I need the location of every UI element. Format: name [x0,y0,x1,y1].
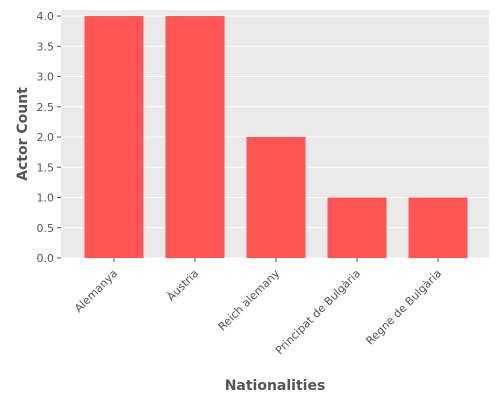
y-tick-label: 3.0 [37,71,55,84]
y-tick-label: 4.0 [37,10,55,23]
x-tick-label: Reich alemany [216,267,283,334]
bars [84,16,468,258]
bar [84,16,144,258]
x-tick-label: Alemanya [72,267,120,315]
x-tick-label: Regne de Bulgària [364,267,445,348]
y-tick-label: 2.0 [37,131,55,144]
x-tick-label: Principat de Bulgària [273,267,363,357]
x-axis-title: Nationalities [225,378,326,394]
bar [327,197,387,258]
x-tick-label: Àustria [164,267,201,304]
y-tick-label: 0.0 [37,252,55,265]
y-tick-label: 0.5 [37,222,55,235]
bar [408,197,468,258]
y-tick-label: 2.5 [37,101,55,114]
y-tick-label: 1.5 [37,161,55,174]
y-tick-label: 3.5 [37,40,55,53]
bar [165,16,225,258]
y-axis-ticks: 0.0 0.5 1.0 1.5 2.0 2.5 3.0 3.5 4.0 [37,10,61,265]
y-axis-title: Actor Count [15,87,31,181]
bar [246,137,306,258]
y-tick-label: 1.0 [37,192,55,205]
